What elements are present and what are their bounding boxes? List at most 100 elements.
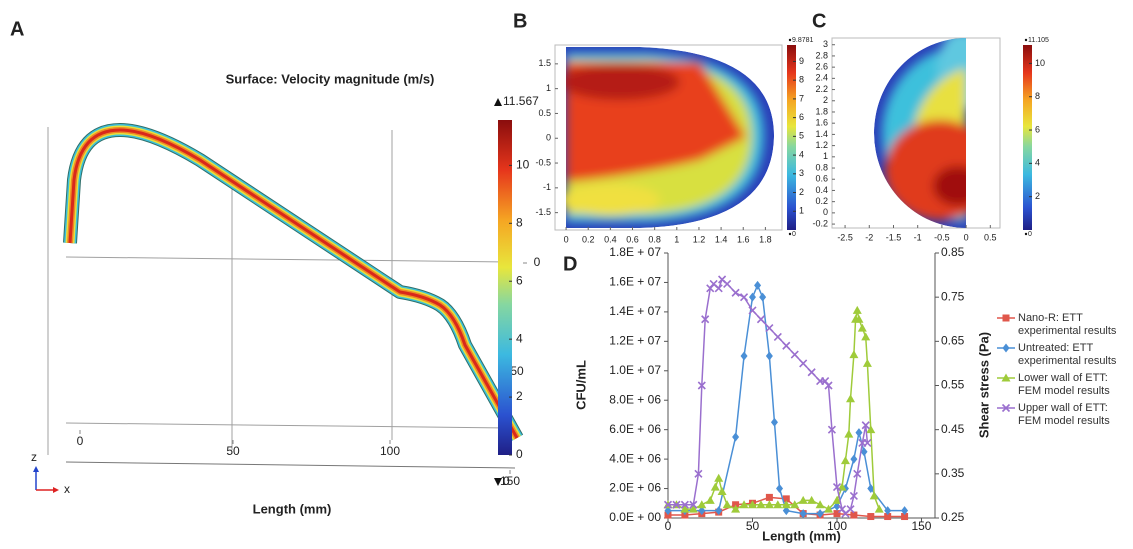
x-tick-label: 0 [665,519,672,533]
y-tick-label: 2.0E + 06 [609,481,661,495]
x-tick-label: 1.8 [759,234,772,244]
y-tick-label: 2.8 [815,50,828,60]
z-tick-label: 0 [534,255,541,269]
min-marker [1024,232,1028,236]
marker [861,421,870,430]
y-tick-label: 1.4 [815,129,828,139]
legend-label: Untreated: ETT experimental results [1018,342,1117,367]
x-tick-label: 0.5 [984,232,997,242]
colorbar-max: 9.8781 [792,37,814,44]
marker [764,500,774,509]
marker [689,500,698,509]
x-tick-label: -1.5 [886,232,902,242]
y2-tick-label: 0.65 [941,334,965,348]
colorbar-tick-label: 10 [1035,58,1045,68]
colorbar-min: 0 [792,231,796,238]
y-tick-label: 8.0E + 06 [609,392,661,406]
marker [680,500,689,509]
axis-triad [33,466,59,493]
colorbar-tick-label: 8 [516,215,523,229]
panel-label: B [513,10,527,32]
max-marker [1024,38,1028,42]
marker [901,506,909,516]
x-tick-label: 0.6 [626,234,639,244]
marker [782,495,790,503]
marker [694,469,703,478]
marker [773,500,783,509]
x-tick-label: -2 [865,232,873,242]
marker [1001,373,1011,382]
marker [849,491,858,500]
marker [740,351,748,361]
y-tick-label: 2.2 [815,84,828,94]
colorbar-tick-label: 2 [1035,191,1040,201]
marker [867,484,875,494]
marker [901,513,909,521]
marker [680,504,690,513]
colorbar [1023,45,1032,230]
marker [807,368,816,377]
y-axis-label: CFU/mL [573,360,588,410]
marker [798,495,808,504]
y2-tick-label: 0.45 [941,422,965,436]
marker [715,506,723,516]
y2-tick-label: 0.25 [941,510,965,524]
marker [773,332,782,341]
marker [731,288,740,297]
colorbar [787,45,796,230]
colorbar-tick-label: 5 [799,131,804,141]
marker [862,358,872,367]
marker [850,454,858,464]
marker [731,504,741,513]
marker [815,500,825,509]
colorbar-max: 11.105 [1028,37,1049,44]
marker [739,293,749,302]
marker [861,332,871,341]
legend-entry: Lower wall of ETT: FEM model results [997,372,1131,398]
x-tick-label: 0 [964,232,969,242]
colorbar-tick-label: 6 [516,273,523,287]
marker [747,500,757,509]
y-tick-label: 1.2E + 07 [609,334,661,348]
colorbar [498,120,512,455]
marker [884,513,892,521]
y-tick-label: 2 [823,95,828,105]
x-tick-label: 150 [500,474,520,488]
marker [739,500,749,509]
marker [833,510,841,518]
min-marker [494,478,502,486]
colorbar-tick-label: 0 [516,447,523,461]
colorbar-tick-label: 7 [799,93,804,103]
y2-tick-label: 0.55 [941,378,965,392]
legend-label: Lower wall of ETT: FEM model results [1018,372,1110,397]
marker [790,500,800,509]
x-tick-label: 100 [827,519,847,533]
y-tick-label: 0.4 [815,185,828,195]
y-tick-label: 0 [546,133,551,143]
y-tick-label: -0.5 [535,157,551,167]
legend-entry: Untreated: ETT experimental results [997,342,1131,368]
y-tick-label: 1.8 [815,106,828,116]
y-tick-label: 2.4 [815,73,828,83]
y-tick-label: 3 [823,39,828,49]
marker [697,381,706,390]
marker [782,341,791,350]
marker [816,509,824,519]
marker [714,473,724,482]
marker [867,513,875,521]
colorbar-min: 0 [1028,231,1032,238]
max-marker [494,98,502,106]
marker [748,306,757,315]
colorbar-tick-label: 2 [799,187,804,197]
surface-frame [47,127,516,469]
y-tick-label: 0.8 [815,162,828,172]
x-tick-label: 0.2 [582,234,595,244]
colorbar-tick-label: 9 [799,56,804,66]
marker [824,381,833,390]
x-tick-label: 150 [911,519,931,533]
marker [1002,343,1010,353]
y-tick-label: 1 [546,83,551,93]
panel-label: A [10,18,24,40]
marker [807,495,817,504]
max-marker [788,38,792,42]
